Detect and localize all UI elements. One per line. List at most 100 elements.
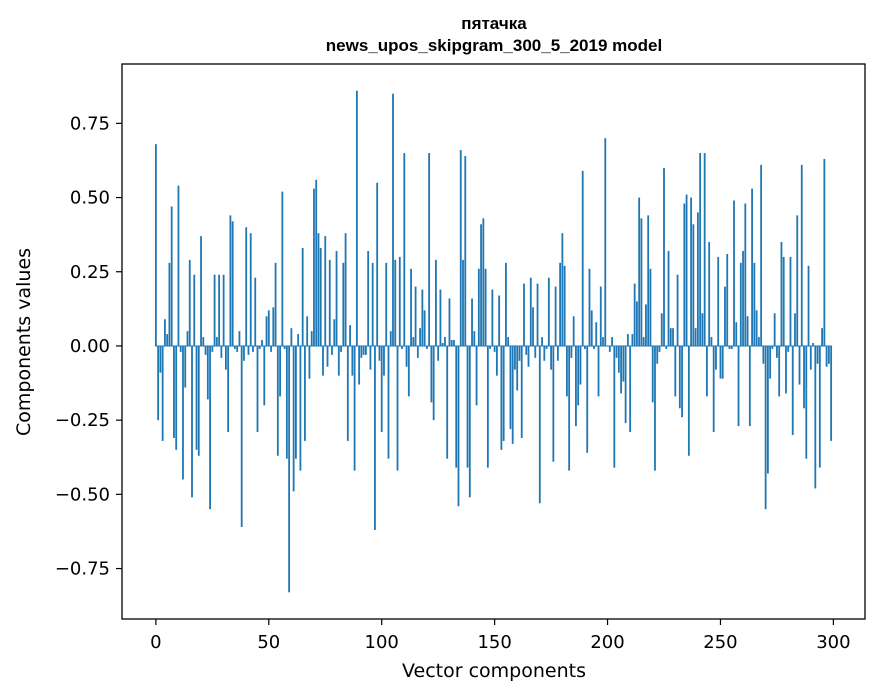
- bar: [678, 345, 681, 409]
- bar: [818, 345, 821, 468]
- bar: [421, 289, 424, 346]
- bar: [462, 259, 464, 346]
- bar: [649, 268, 652, 346]
- bar: [437, 345, 440, 361]
- bar: [315, 179, 318, 346]
- x-axis: 0 50 100 150 200 250 300: [150, 619, 851, 653]
- y-tick-label: 0.00: [70, 336, 110, 357]
- bar: [706, 345, 708, 397]
- bar: [773, 313, 776, 346]
- bar: [272, 307, 275, 346]
- bar: [261, 340, 263, 346]
- bar: [247, 345, 250, 355]
- bar: [263, 345, 266, 406]
- x-tick-label: 0: [150, 632, 161, 653]
- bar: [168, 262, 171, 346]
- bar: [656, 345, 659, 364]
- bar: [805, 345, 808, 459]
- bar: [748, 345, 751, 427]
- bar: [245, 227, 248, 346]
- bar: [403, 153, 406, 346]
- bar: [681, 345, 683, 418]
- bar: [543, 345, 546, 361]
- bar: [724, 286, 726, 346]
- bar: [631, 334, 634, 346]
- bar: [184, 345, 187, 388]
- bar: [290, 328, 293, 346]
- bar: [464, 156, 467, 346]
- bar: [654, 345, 656, 471]
- bar: [565, 345, 568, 397]
- bar: [419, 328, 422, 346]
- y-axis: −0.75 −0.50 −0.25 0.00 0.25 0.50 0.75: [55, 113, 122, 580]
- bar: [294, 345, 297, 459]
- bar: [498, 295, 501, 346]
- bar: [159, 345, 162, 373]
- bar: [459, 150, 462, 346]
- bar: [737, 345, 740, 427]
- bar: [482, 218, 485, 346]
- bar: [753, 262, 756, 346]
- bar: [292, 345, 295, 492]
- bar: [595, 322, 598, 346]
- bar: [301, 248, 304, 346]
- bar: [586, 345, 589, 453]
- bar: [611, 337, 613, 346]
- bar: [796, 215, 799, 346]
- bar: [733, 200, 735, 346]
- bar: [425, 345, 428, 349]
- bar: [346, 345, 349, 441]
- bar: [500, 345, 503, 450]
- bar: [236, 345, 239, 352]
- bar: [448, 298, 451, 346]
- bar: [764, 345, 767, 510]
- bar: [696, 212, 699, 346]
- bar: [258, 345, 261, 349]
- bar: [238, 331, 241, 346]
- bar: [776, 345, 778, 358]
- bar: [389, 331, 392, 346]
- bar: [493, 345, 496, 352]
- bar: [378, 345, 381, 361]
- bar: [299, 345, 302, 471]
- bar: [626, 334, 629, 346]
- bar: [789, 256, 792, 346]
- bar: [602, 337, 604, 346]
- bar: [507, 337, 510, 346]
- bar: [317, 233, 320, 346]
- chart-subtitle: news_upos_skipgram_300_5_2019 model: [326, 36, 662, 55]
- bar: [823, 158, 826, 346]
- bar: [360, 345, 363, 358]
- bar: [771, 345, 774, 349]
- bar: [157, 345, 160, 421]
- bar: [728, 345, 731, 349]
- bar: [726, 253, 729, 346]
- bar: [545, 345, 548, 349]
- bar: [340, 345, 342, 352]
- bar: [624, 345, 627, 424]
- bar: [405, 345, 408, 367]
- bar: [274, 262, 277, 346]
- bar: [803, 345, 805, 409]
- bar: [243, 345, 245, 361]
- bar: [304, 345, 306, 441]
- bar: [640, 218, 643, 346]
- bar: [687, 345, 690, 456]
- bar: [672, 328, 674, 346]
- bar: [369, 345, 372, 370]
- bar: [645, 304, 647, 346]
- bar: [778, 345, 781, 397]
- bar: [523, 283, 525, 346]
- bar: [525, 345, 528, 355]
- bar: [471, 298, 473, 346]
- bar: [281, 191, 284, 346]
- bar: [577, 345, 580, 406]
- bar: [563, 265, 566, 346]
- bar: [710, 337, 713, 346]
- bar: [423, 310, 426, 346]
- bar: [383, 345, 385, 376]
- bar: [414, 286, 417, 346]
- bar: [224, 345, 227, 370]
- bar: [331, 345, 333, 355]
- bar: [814, 345, 817, 489]
